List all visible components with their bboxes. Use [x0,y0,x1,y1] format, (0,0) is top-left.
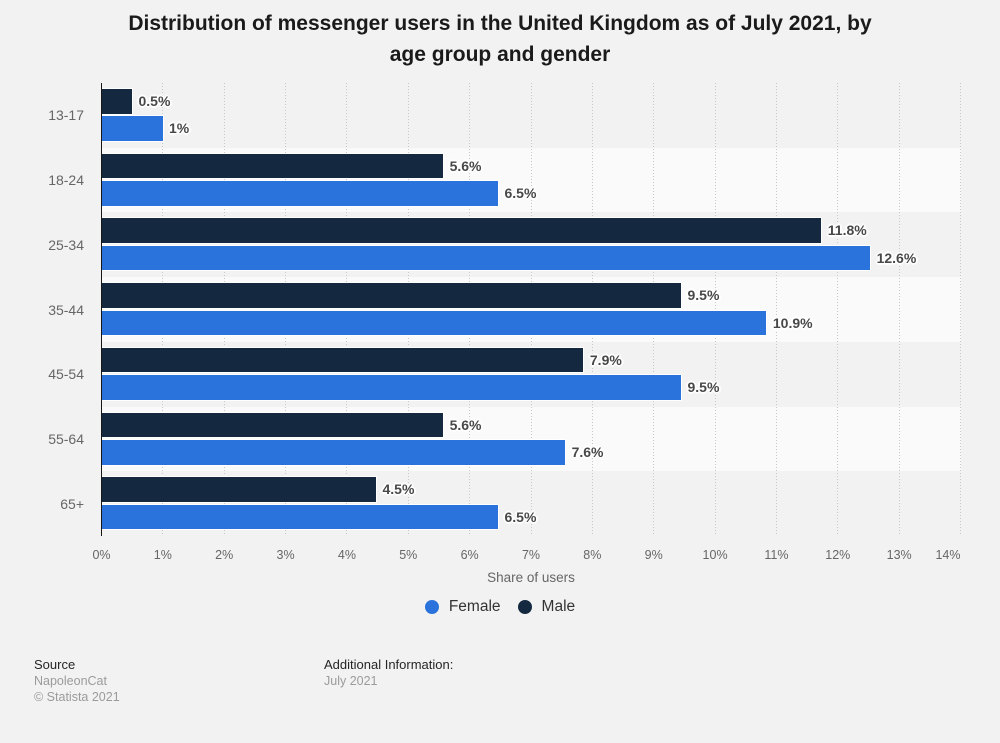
bar-female-18-24[interactable] [101,180,499,207]
plot-area: 0.5% 5.6% 11.8% 9.5% 7.9% 5.6% 4.5% 1% 6.5% 12.6%… [100,83,961,536]
gridline-7pct [530,83,532,536]
x-axis-label-2pct: 2% [215,548,234,562]
value-label-male-55-64: 5.6% [449,416,482,433]
value-label-male-25-34: 11.8% [827,222,867,239]
x-axis-title: Share of users [487,570,575,585]
source-label: Source [34,656,76,672]
gridline-10pct [714,83,716,536]
gridline-9pct [653,83,655,536]
y-axis-line [100,83,102,536]
y-axis-label-35-44: 35-44 [48,301,84,318]
x-axis-label-12pct: 12% [825,548,851,562]
value-label-female-35-44: 10.9% [772,314,813,331]
value-label-female-18-24: 6.5% [504,185,537,202]
y-axis-label-25-34: 25-34 [48,236,84,253]
x-axis-label-9pct: 9% [644,548,663,562]
bar-male-13-17[interactable] [101,88,133,115]
gridline-11pct [775,83,777,536]
value-label-male-35-44: 9.5% [687,287,720,304]
x-axis-label-3pct: 3% [276,548,295,562]
bar-male-65+[interactable] [101,476,377,503]
legend-label-female: Female [448,598,501,615]
legend-item-female[interactable]: Female [424,598,501,616]
y-axis-label-55-64: 55-64 [48,430,84,447]
value-label-female-65+: 6.5% [504,508,537,525]
gridline-12pct [837,83,839,536]
bar-female-45-54[interactable] [101,374,682,401]
y-axis-label-18-24: 18-24 [48,172,84,189]
gridline-3pct [285,83,287,536]
x-axis-label-10pct: 10% [702,548,728,562]
value-label-male-18-24: 5.6% [449,157,482,174]
additional-info-label: Additional Information: [324,656,454,672]
gridline-2pct [223,83,225,536]
gridline-14pct [960,83,961,536]
value-label-female-45-54: 9.5% [687,379,720,396]
bar-male-18-24[interactable] [101,152,445,180]
bar-female-25-34[interactable] [101,244,872,272]
value-label-female-25-34: 12.6% [876,249,917,266]
value-label-male-65+: 4.5% [382,481,415,498]
gridline-6pct [469,83,471,536]
x-axis-label-5pct: 5% [399,548,418,562]
bar-female-13-17[interactable] [101,115,164,142]
gridline-1pct [162,83,164,536]
bar-male-25-34[interactable] [101,217,823,245]
bar-female-55-64[interactable] [101,438,567,466]
additional-info-value: July 2021 [324,673,378,688]
value-label-male-45-54: 7.9% [589,351,622,368]
x-axis-label-4pct: 4% [337,548,356,562]
value-label-female-13-17: 1% [169,120,190,137]
value-label-male-13-17: 0.5% [138,93,171,109]
x-axis-label-0pct: 0% [92,548,111,562]
bar-male-35-44[interactable] [101,282,682,309]
gridline-4pct [346,83,348,536]
value-label-female-55-64: 7.6% [571,443,604,460]
y-axis-label-65+: 65+ [60,495,84,512]
chart-title-line-2: age group and gender [389,43,611,66]
x-axis-label-11pct: 11% [764,548,789,562]
x-axis-label-13pct: 13% [886,548,912,562]
bar-female-35-44[interactable] [101,309,768,337]
bar-female-65+[interactable] [101,503,499,531]
x-axis-label-14pct: 14% [935,548,961,562]
x-axis-label-7pct: 7% [521,548,541,562]
legend-marker-male-icon [517,600,532,614]
gridline-8pct [591,83,593,536]
y-axis-label-45-54: 45-54 [48,366,84,383]
chart-title: Distribution of messenger users in the U… [0,8,1000,70]
x-axis-label-1pct: 1% [153,548,172,562]
legend-item-male[interactable]: Male [517,598,576,616]
bar-male-45-54[interactable] [101,346,585,374]
legend: Female Male [0,598,1000,616]
gridline-5pct [407,83,409,536]
legend-label-male: Male [541,598,576,615]
x-axis-label-8pct: 8% [583,548,602,562]
legend-marker-female-icon [424,600,439,614]
gridline-13pct [898,83,900,536]
copyright: © Statista 2021 [34,689,120,704]
y-axis-label-13-17: 13-17 [48,107,84,124]
chart-title-line-1: Distribution of messenger users in the U… [128,12,872,35]
bar-male-55-64[interactable] [101,411,445,439]
x-axis-label-6pct: 6% [460,548,479,562]
source-name: NapoleonCat [34,673,107,688]
